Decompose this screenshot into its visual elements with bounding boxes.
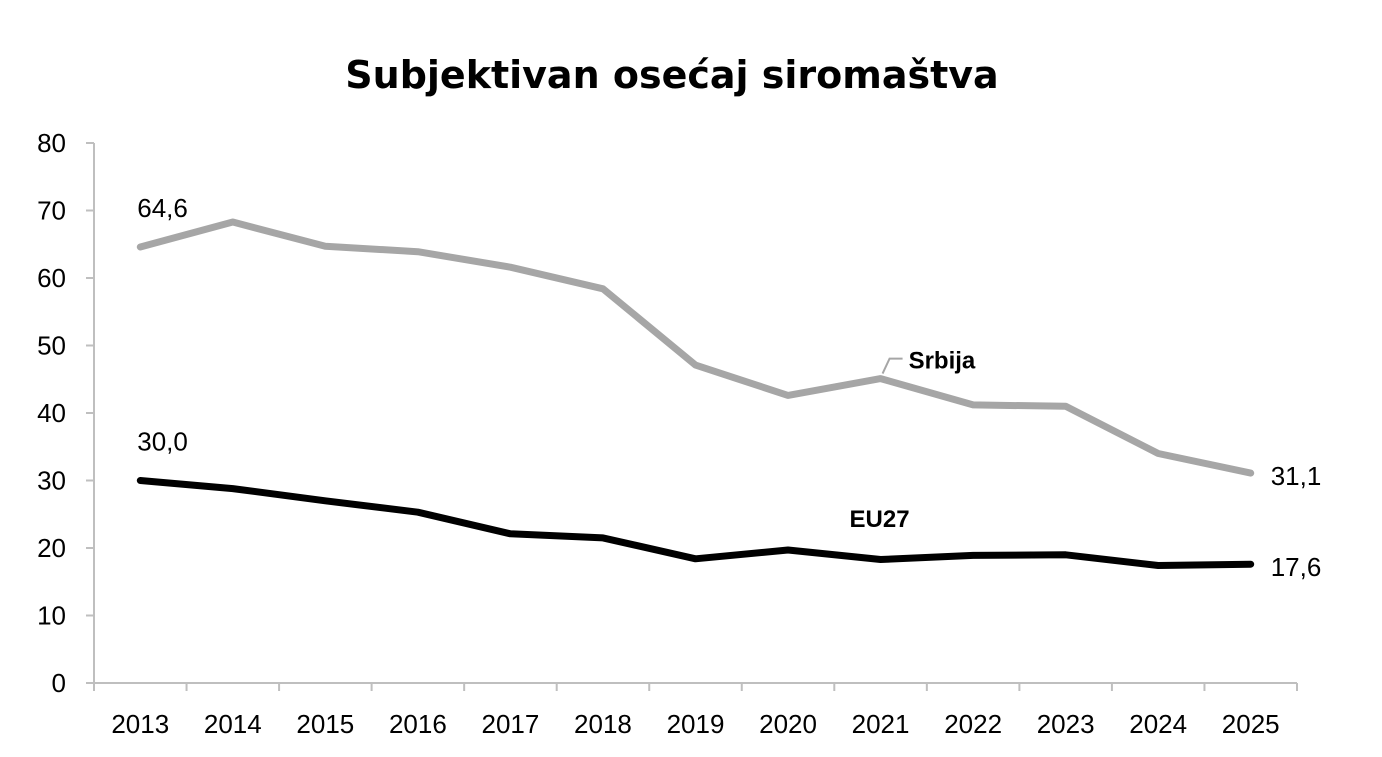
series-label-srbija: Srbija bbox=[909, 348, 976, 375]
x-tick-label: 2014 bbox=[204, 709, 262, 739]
chart-title: Subjektivan osećaj siromaštva bbox=[345, 53, 998, 97]
x-tick-label: 2017 bbox=[482, 709, 540, 739]
y-tick-label: 60 bbox=[37, 263, 66, 293]
x-tick-label: 2021 bbox=[852, 709, 910, 739]
x-tick-label: 2025 bbox=[1222, 709, 1280, 739]
data-label: 30,0 bbox=[137, 427, 188, 457]
x-tick-label: 2019 bbox=[667, 709, 725, 739]
y-tick-label: 70 bbox=[37, 196, 66, 226]
series-label-leader bbox=[881, 357, 903, 374]
x-tick-label: 2015 bbox=[296, 709, 354, 739]
axes: 0 10 20 30 40 50 60 70 80 2013 2014 2015 2016 2017 201… bbox=[37, 128, 1298, 739]
y-tick-label: 30 bbox=[37, 466, 66, 496]
x-tick-label: 2022 bbox=[944, 709, 1002, 739]
y-tick-label: 40 bbox=[37, 398, 66, 428]
series-line-srbija bbox=[136, 218, 1255, 477]
x-tick-label: 2023 bbox=[1037, 709, 1095, 739]
series-label-eu27: EU27 bbox=[850, 506, 910, 533]
y-tick-label: 50 bbox=[37, 331, 66, 361]
x-tick-label: 2016 bbox=[389, 709, 447, 739]
x-tick-label: 2018 bbox=[574, 709, 632, 739]
labels-layer: 64,6 31,1 30,0 17,6 Srbija EU27 bbox=[137, 193, 1321, 582]
y-tick-label: 20 bbox=[37, 533, 66, 563]
x-tick-label: 2013 bbox=[111, 709, 169, 739]
y-tick-label: 0 bbox=[52, 668, 66, 698]
data-label: 17,6 bbox=[1271, 552, 1322, 582]
series-layer bbox=[136, 218, 1255, 569]
y-tick-label: 10 bbox=[37, 601, 66, 631]
x-tick-label: 2024 bbox=[1129, 709, 1187, 739]
data-label: 31,1 bbox=[1271, 461, 1322, 491]
y-tick-label: 80 bbox=[37, 128, 66, 158]
series-line-eu27 bbox=[136, 477, 1255, 569]
data-label: 64,6 bbox=[137, 193, 188, 223]
x-tick-label: 2020 bbox=[759, 709, 817, 739]
